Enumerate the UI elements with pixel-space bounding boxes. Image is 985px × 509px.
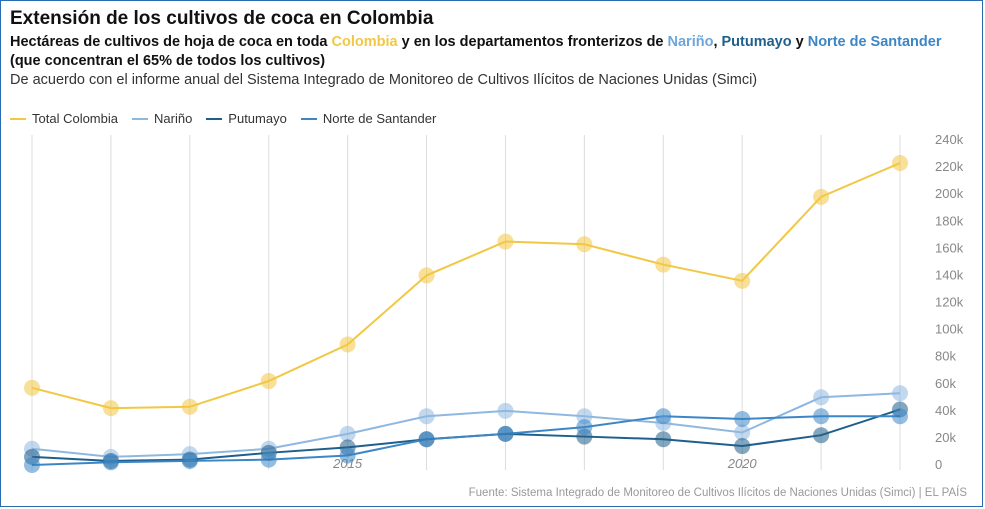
series-line — [31, 415, 900, 466]
data-point — [734, 424, 751, 441]
data-point — [576, 419, 593, 436]
chart-subtitle: Hectáreas de cultivos de hoja de coca en… — [10, 33, 970, 71]
legend-swatch — [132, 117, 148, 120]
subtitle-part: Putumayo — [721, 34, 792, 50]
subtitle-part: y en los departamentos fronterizos de — [397, 34, 668, 50]
data-point — [24, 379, 40, 396]
line-chart: 0 20k 40k 60k 80k 100k 120k 140k 160k 180k 200k 220… — [24, 132, 964, 473]
y-tick-label: 120k — [935, 295, 964, 310]
legend-label: Total Colombia — [32, 111, 118, 126]
data-point — [813, 389, 830, 406]
subtitle-part: Nariño — [667, 34, 714, 50]
subtitle-part: (que concentran el 65% de todos los cult… — [10, 53, 326, 69]
data-point — [497, 425, 514, 442]
legend-swatch — [300, 117, 317, 120]
y-tick-label: 60k — [935, 376, 956, 391]
subtitle-part: Hectáreas de cultivos de hoja de coca en… — [10, 34, 332, 50]
subtitle-part: y — [791, 34, 808, 50]
y-tick-label: 80k — [935, 349, 956, 364]
data-point — [497, 233, 514, 250]
legend-label: Nariño — [154, 111, 193, 126]
data-point — [181, 452, 198, 469]
y-tick-label: 40k — [935, 403, 956, 418]
y-tick-label: 200k — [935, 186, 964, 201]
y-tick-label: 160k — [935, 240, 964, 255]
source-note: Fuente: Sistema Integrado de Monitoreo d… — [468, 487, 967, 499]
subtitle-part: , — [713, 34, 722, 50]
data-point — [102, 400, 119, 417]
y-tick-label: 240k — [935, 132, 964, 147]
data-point — [813, 408, 830, 425]
data-point — [892, 155, 908, 172]
subtitle-part: Norte de Santander — [807, 34, 942, 50]
y-tick-label: 140k — [935, 267, 964, 282]
legend-label: Putumayo — [228, 111, 287, 126]
y-tick-label: 220k — [935, 159, 964, 174]
data-point — [102, 454, 119, 471]
data-point — [655, 408, 672, 425]
legend-swatch — [206, 117, 223, 120]
chart-header: Extensión de los cultivos de coca en Col… — [10, 8, 970, 89]
data-point — [339, 447, 356, 464]
x-tick-label: 2020 — [727, 456, 758, 471]
legend-item: Putumayo — [206, 111, 287, 126]
legend-item: Total Colombia — [10, 111, 118, 126]
y-tick-label: 0 — [935, 457, 942, 472]
data-point — [813, 427, 830, 444]
data-point — [892, 385, 908, 402]
data-point — [24, 457, 40, 473]
legend-item: Norte de Santander — [300, 111, 437, 126]
legend-label: Norte de Santander — [322, 111, 437, 126]
y-tick-label: 100k — [935, 322, 964, 337]
legend-swatch — [10, 117, 26, 120]
series-line — [31, 162, 901, 410]
data-point — [181, 398, 198, 415]
data-point — [339, 336, 356, 353]
data-point — [813, 188, 830, 205]
subtitle-part: Colombia — [331, 34, 398, 50]
series-line — [31, 392, 901, 458]
data-point — [655, 431, 672, 448]
chart-legend: Total Colombia Nariño Putumayo Norte de San… — [10, 111, 436, 126]
legend-item: Nariño — [132, 111, 192, 126]
data-point — [734, 272, 751, 289]
chart-title: Extensión de los cultivos de coca en Col… — [10, 8, 434, 29]
data-point — [418, 431, 435, 448]
data-point — [418, 408, 435, 425]
data-point — [260, 373, 277, 390]
y-tick-label: 180k — [935, 213, 964, 228]
data-point — [734, 410, 751, 427]
data-point — [892, 408, 908, 425]
data-point — [655, 256, 672, 273]
data-point — [339, 425, 356, 442]
data-point — [497, 402, 514, 419]
data-point — [576, 236, 593, 253]
y-tick-label: 20k — [935, 430, 956, 445]
chart-description: De acuerdo con el informe anual del Sist… — [10, 72, 758, 88]
data-point — [734, 438, 751, 455]
data-point — [260, 451, 277, 468]
data-point — [418, 267, 435, 284]
